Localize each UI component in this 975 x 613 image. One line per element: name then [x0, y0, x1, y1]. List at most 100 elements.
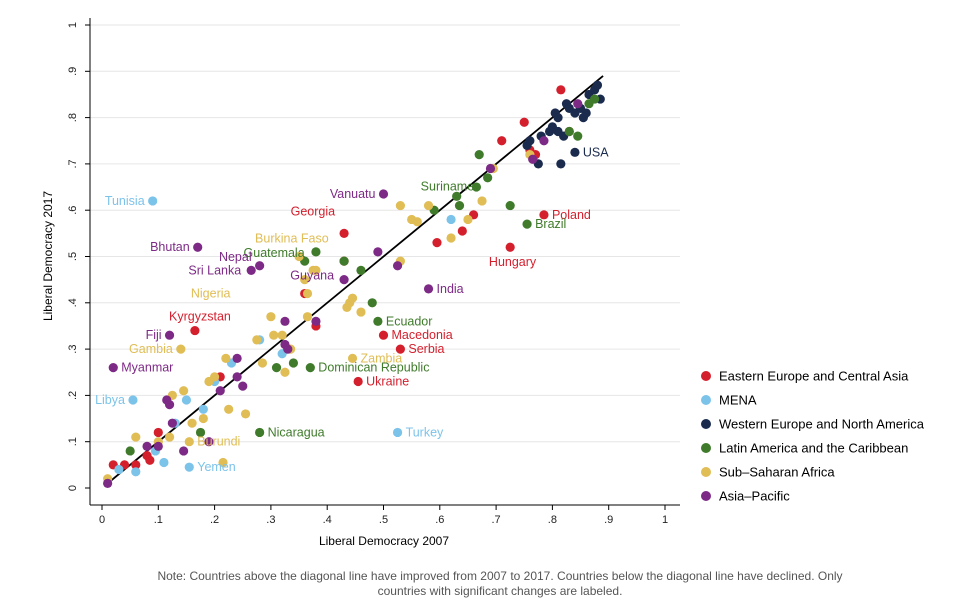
- label-brazil: Brazil: [535, 217, 566, 231]
- y-tick-label: .2: [67, 391, 79, 400]
- point-turkey: [392, 427, 403, 438]
- data-point: [159, 457, 169, 468]
- point-nepal: [255, 261, 265, 271]
- legend-marker: [701, 371, 711, 381]
- label-nepal: Nepal: [219, 250, 252, 264]
- data-point: [311, 265, 321, 275]
- y-tick-label: 1: [67, 22, 79, 28]
- data-point: [145, 455, 155, 465]
- point-libya: [128, 395, 138, 405]
- label-dominican-republic: Dominican Republic: [318, 361, 429, 375]
- point-yemen: [184, 462, 194, 472]
- point-burundi: [184, 437, 194, 447]
- y-axis-label: Liberal Democracy 2017: [41, 191, 55, 321]
- y-tick-label: .3: [67, 345, 79, 354]
- x-tick-label: .2: [210, 514, 219, 526]
- label-ukraine: Ukraine: [366, 375, 409, 389]
- label-fiji: Fiji: [146, 328, 162, 342]
- data-point: [556, 85, 566, 95]
- data-point: [252, 335, 262, 345]
- data-point: [590, 94, 600, 104]
- point-vanuatu: [378, 189, 389, 199]
- scatter-chart: 0 .1 .2 .3 .4 .5 .6 .7 .8 .9 1 0 .1 .2 .3 .4 .5 .6 .7 .8 .9 1…: [41, 18, 925, 548]
- x-axis-label: Liberal Democracy 2007: [319, 534, 449, 548]
- point-bhutan: [193, 242, 203, 252]
- y-tick-label: .1: [67, 437, 79, 446]
- data-point: [125, 446, 135, 456]
- data-points: [103, 80, 605, 488]
- legend-label: Latin America and the Caribbean: [719, 441, 908, 456]
- point-suriname: [505, 200, 515, 211]
- data-point: [339, 256, 349, 266]
- data-point: [497, 136, 507, 146]
- point-sri-lanka: [246, 265, 256, 275]
- point-kyrgyzstan: [190, 325, 200, 336]
- legend: Eastern Europe and Central Asia MENA Weste…: [701, 369, 925, 504]
- label-india: India: [437, 282, 464, 296]
- data-point: [528, 154, 538, 164]
- data-point: [539, 136, 549, 146]
- point-gambia: [176, 344, 186, 354]
- data-point: [232, 372, 242, 382]
- gridlines: [90, 24, 680, 443]
- data-point: [103, 478, 113, 488]
- point-nigeria: [302, 288, 313, 299]
- data-point: [179, 446, 189, 456]
- legend-label: Asia–Pacific: [719, 489, 790, 504]
- legend-marker: [701, 491, 711, 501]
- data-point: [232, 353, 242, 363]
- data-point: [463, 214, 473, 225]
- data-point: [432, 238, 442, 248]
- legend-marker: [701, 419, 711, 429]
- label-tunisia: Tunisia: [105, 194, 145, 208]
- data-point: [181, 395, 192, 405]
- data-point: [283, 344, 293, 354]
- data-point: [367, 298, 377, 308]
- y-tick-label: .5: [67, 252, 79, 261]
- point-usa: [570, 147, 580, 157]
- data-point: [269, 330, 279, 340]
- data-point: [452, 191, 462, 201]
- x-tick-label: 1: [662, 514, 668, 526]
- point-serbia: [395, 344, 405, 354]
- point-burkina-faso: [294, 251, 304, 262]
- diagonal-line: [107, 75, 604, 485]
- data-point: [288, 358, 299, 368]
- data-point: [114, 464, 124, 475]
- y-tick-label: .9: [67, 67, 79, 76]
- y-tick-label: .4: [67, 298, 79, 307]
- chart-note: Note: Countries above the diagonal line …: [157, 569, 843, 598]
- label-macedonia: Macedonia: [392, 328, 453, 342]
- point-ecuador: [373, 316, 383, 326]
- data-point: [164, 432, 175, 442]
- data-point: [195, 427, 206, 438]
- x-tick-label: .3: [266, 514, 275, 526]
- y-tick-label: .8: [67, 113, 79, 122]
- data-point: [423, 200, 434, 211]
- y-tick-label: .7: [67, 159, 79, 168]
- data-point: [457, 226, 467, 236]
- legend-marker: [701, 395, 711, 405]
- data-point: [266, 312, 276, 322]
- data-point: [356, 307, 366, 317]
- x-tick-label: .6: [435, 514, 444, 526]
- data-point: [311, 316, 321, 326]
- data-point: [142, 441, 152, 451]
- y-tick-label: 0: [67, 485, 79, 491]
- y-tick-label: .6: [67, 206, 79, 215]
- label-zambia: Zambia: [361, 351, 403, 365]
- label-ecuador: Ecuador: [386, 314, 433, 328]
- legend-label: Eastern Europe and Central Asia: [719, 369, 909, 384]
- data-point: [392, 261, 403, 271]
- label-myanmar: Myanmar: [121, 361, 173, 375]
- data-point: [240, 409, 251, 419]
- point-guyana: [339, 275, 349, 285]
- x-tick-label: .4: [323, 514, 332, 526]
- label-serbia: Serbia: [408, 342, 444, 356]
- data-point: [347, 293, 358, 303]
- data-point: [277, 330, 287, 340]
- data-point: [153, 427, 163, 438]
- data-point: [446, 214, 456, 225]
- x-tick-label: .9: [604, 514, 613, 526]
- data-point: [553, 113, 563, 123]
